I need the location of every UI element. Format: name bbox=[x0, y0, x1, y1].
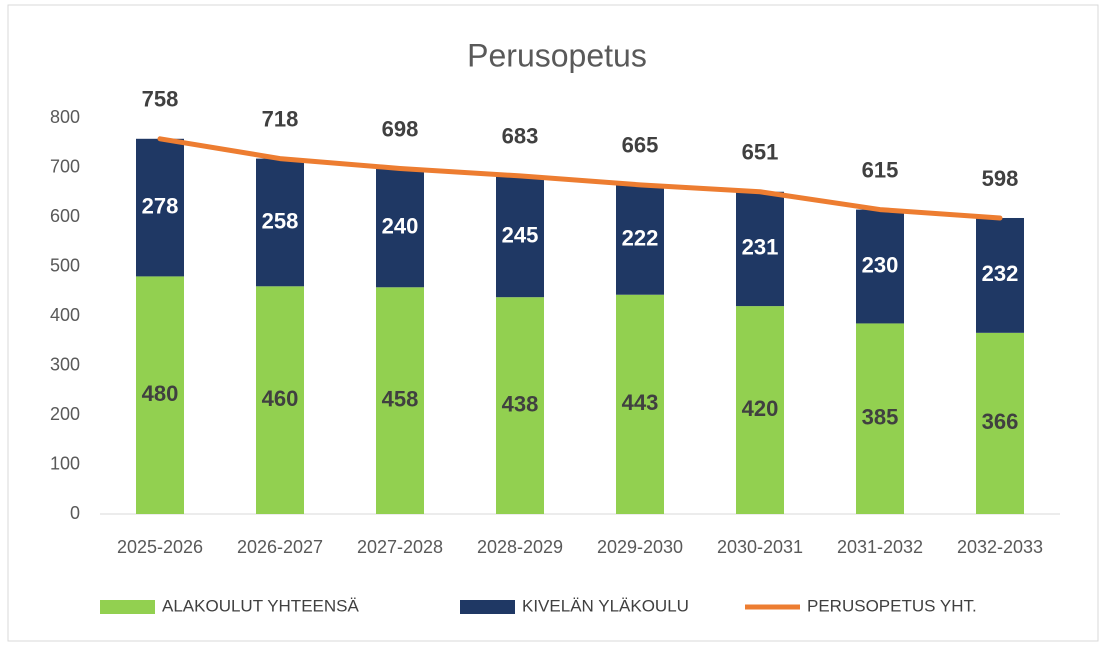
data-label: 698 bbox=[382, 116, 419, 141]
data-label: 615 bbox=[862, 157, 899, 182]
y-tick-label: 400 bbox=[50, 305, 80, 325]
x-tick-label: 2028-2029 bbox=[477, 537, 563, 557]
chart-border bbox=[7, 4, 1099, 642]
x-tick-label: 2032-2033 bbox=[957, 537, 1043, 557]
x-tick-label: 2029-2030 bbox=[597, 537, 683, 557]
y-tick-label: 800 bbox=[50, 107, 80, 127]
data-label: 758 bbox=[142, 87, 179, 112]
data-label: 460 bbox=[262, 386, 299, 411]
data-label: 458 bbox=[382, 386, 419, 411]
data-label: 420 bbox=[742, 396, 779, 421]
bar bbox=[256, 286, 304, 514]
bar bbox=[496, 297, 544, 514]
bar bbox=[856, 323, 904, 514]
data-label: 231 bbox=[742, 235, 779, 260]
y-tick-label: 500 bbox=[50, 255, 80, 275]
data-label: 385 bbox=[862, 405, 899, 430]
data-label: 718 bbox=[262, 106, 299, 131]
data-label: 245 bbox=[502, 222, 539, 247]
y-tick-label: 100 bbox=[50, 453, 80, 473]
data-label: 683 bbox=[502, 124, 539, 149]
legend-label: ALAKOULUT YHTEENSÄ bbox=[162, 596, 359, 615]
x-tick-label: 2030-2031 bbox=[717, 537, 803, 557]
data-label: 240 bbox=[382, 214, 419, 239]
x-tick-label: 2025-2026 bbox=[117, 537, 203, 557]
bar bbox=[496, 175, 544, 298]
legend-label: PERUSOPETUS YHT. bbox=[807, 596, 977, 615]
x-tick-label: 2027-2028 bbox=[357, 537, 443, 557]
bar bbox=[736, 191, 784, 307]
data-label: 665 bbox=[622, 133, 659, 158]
bar bbox=[856, 209, 904, 324]
data-label: 258 bbox=[262, 208, 299, 233]
data-label: 222 bbox=[622, 226, 659, 251]
y-tick-label: 600 bbox=[50, 206, 80, 226]
y-tick-label: 300 bbox=[50, 354, 80, 374]
bar bbox=[616, 184, 664, 295]
line bbox=[157, 136, 1003, 221]
bar bbox=[376, 168, 424, 288]
bar bbox=[736, 306, 784, 514]
bar bbox=[616, 294, 664, 514]
y-tick-label: 0 bbox=[70, 503, 80, 523]
data-label: 230 bbox=[862, 252, 899, 277]
bar bbox=[376, 287, 424, 514]
legend-swatch bbox=[100, 600, 155, 614]
x-tick-label: 2026-2027 bbox=[237, 537, 323, 557]
data-label: 366 bbox=[982, 409, 1019, 434]
y-tick-label: 200 bbox=[50, 404, 80, 424]
data-label: 278 bbox=[142, 193, 179, 218]
bar bbox=[256, 158, 304, 287]
legend-swatch bbox=[460, 600, 515, 614]
bar bbox=[136, 138, 184, 277]
chart-title: Perusopetus bbox=[467, 37, 647, 73]
bar bbox=[976, 332, 1024, 514]
data-label: 443 bbox=[622, 390, 659, 415]
data-label: 438 bbox=[502, 391, 539, 416]
bar bbox=[136, 276, 184, 514]
data-label: 651 bbox=[742, 140, 779, 165]
data-label: 598 bbox=[982, 166, 1019, 191]
legend-label: KIVELÄN YLÄKOULU bbox=[522, 596, 689, 615]
data-label: 480 bbox=[142, 381, 179, 406]
data-label: 232 bbox=[982, 261, 1019, 286]
y-tick-label: 700 bbox=[50, 156, 80, 176]
x-tick-label: 2031-2032 bbox=[837, 537, 923, 557]
bar bbox=[976, 217, 1024, 333]
